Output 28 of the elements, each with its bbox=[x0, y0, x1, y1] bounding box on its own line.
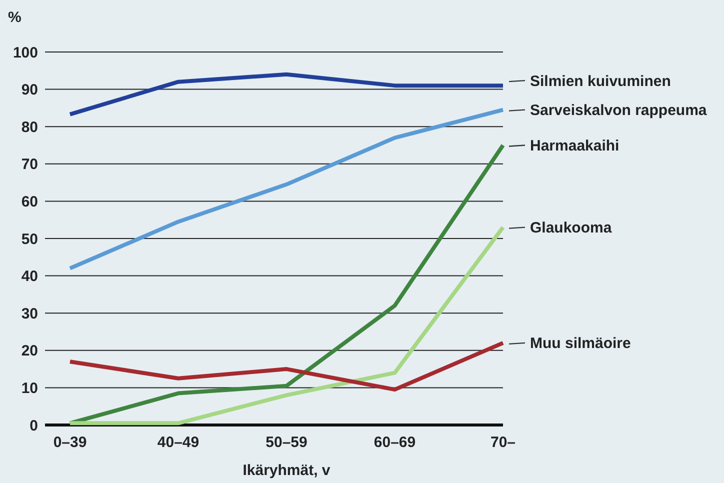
x-tick-label: 60–69 bbox=[374, 434, 416, 451]
series-label: Muu silmäoire bbox=[530, 335, 631, 352]
series-label: Harmaakaihi bbox=[530, 138, 620, 154]
x-tick-label: 70– bbox=[490, 434, 516, 451]
series-label: Sarveiskalvon rappeuma bbox=[530, 102, 708, 120]
y-tick-label: 90 bbox=[21, 82, 38, 99]
series-label: Silmien kuivuminen bbox=[530, 72, 671, 90]
x-tick-label: 50–59 bbox=[266, 434, 308, 451]
y-tick-label: 20 bbox=[21, 342, 38, 360]
y-tick-label: 30 bbox=[21, 305, 38, 322]
line-series bbox=[68, 108, 505, 270]
line-series bbox=[68, 225, 505, 426]
y-tick-label: 100 bbox=[12, 44, 38, 62]
y-tick-label: 40 bbox=[21, 268, 38, 286]
series-label: Glaukooma bbox=[530, 220, 612, 237]
line-series bbox=[68, 143, 505, 426]
y-tick-label: 70 bbox=[21, 156, 38, 174]
x-axis-title: Ikäryhmät, v bbox=[242, 462, 331, 479]
y-tick-label: 80 bbox=[21, 118, 38, 136]
y-tick-label: 60 bbox=[21, 193, 38, 210]
y-tick-label: 10 bbox=[21, 380, 38, 397]
y-tick-label: 0 bbox=[30, 417, 38, 434]
x-tick-label: 40–49 bbox=[157, 434, 200, 451]
y-axis-title: % bbox=[8, 9, 22, 26]
line-series bbox=[68, 340, 505, 392]
y-tick-label: 50 bbox=[21, 230, 38, 248]
line-series bbox=[68, 72, 505, 116]
x-tick-label: 0–39 bbox=[53, 434, 87, 451]
